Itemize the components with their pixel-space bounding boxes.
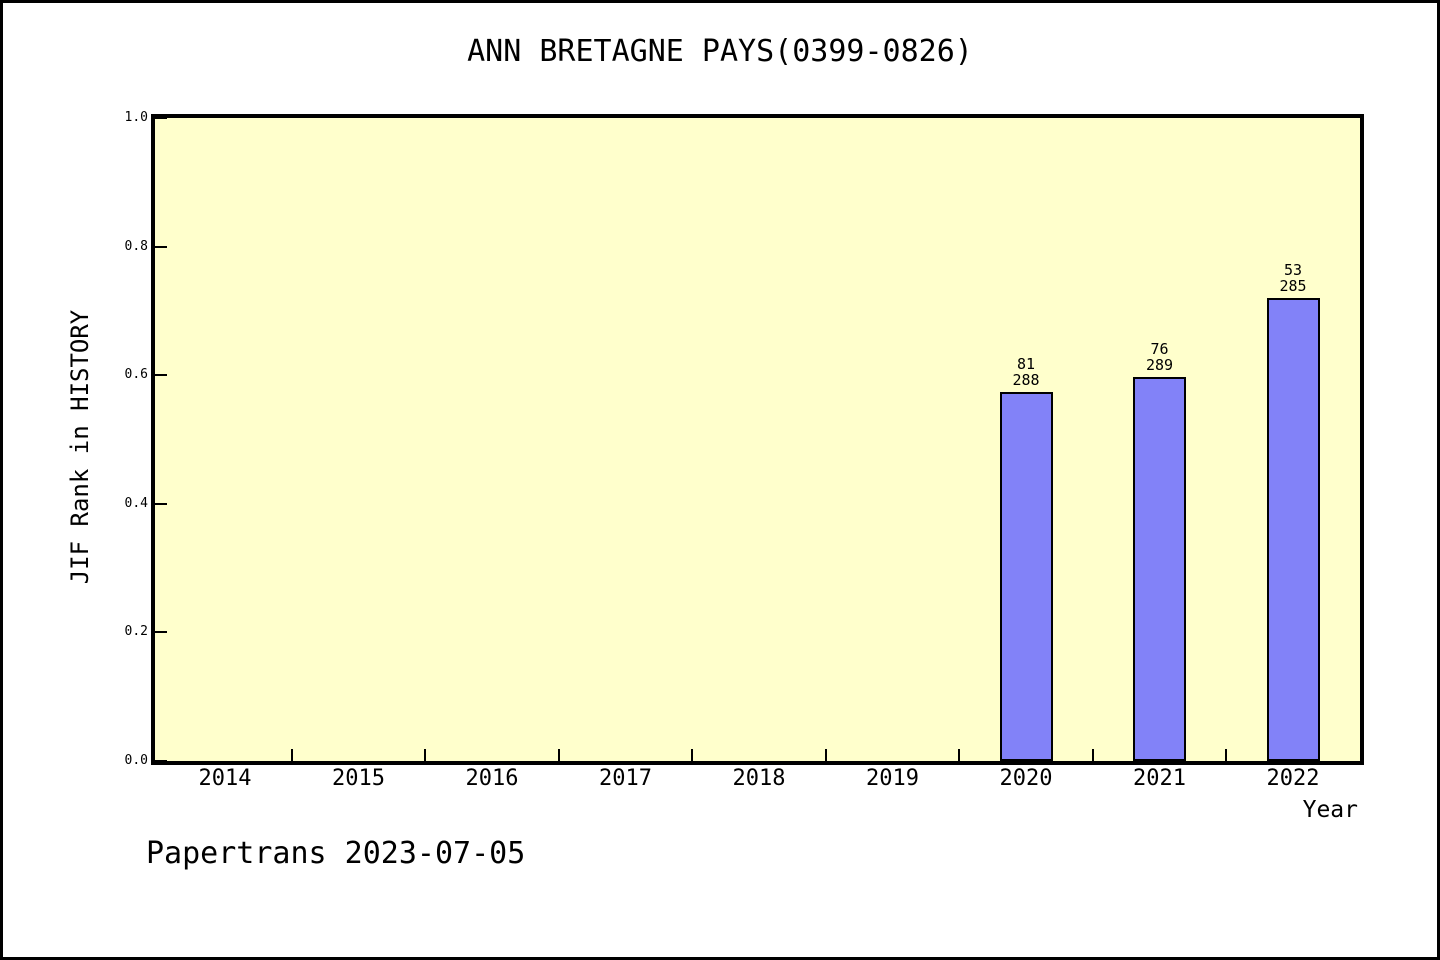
y-axis-label: JIF Rank in HISTORY: [66, 309, 94, 585]
x-axis-label: Year: [1302, 797, 1358, 823]
x-minor-tick-mark: [557, 749, 560, 761]
chart-title: ANN BRETAGNE PAYS(0399-0826): [467, 34, 973, 69]
y-tick-mark: [155, 760, 167, 762]
bar-2021: [1133, 377, 1186, 761]
y-tick-mark: [155, 374, 167, 377]
y-tick-mark: [155, 631, 167, 634]
x-tick-label-2014: 2014: [198, 766, 252, 791]
y-tick-mark: [155, 502, 167, 505]
x-minor-tick-mark: [1225, 749, 1228, 761]
bar-2022: [1266, 298, 1320, 761]
x-tick-label-2020: 2020: [999, 766, 1053, 791]
y-tick-label: 0.4: [124, 495, 148, 511]
y-tick-label: 0.6: [124, 367, 148, 383]
x-tick-label-2018: 2018: [732, 766, 786, 791]
y-tick-label: 0.2: [124, 624, 148, 640]
y-tick-label: 0.8: [124, 238, 148, 254]
x-tick-label-2015: 2015: [332, 766, 385, 791]
x-minor-tick-mark: [958, 749, 961, 761]
x-minor-tick-mark: [424, 749, 427, 761]
y-tick-label: 1.0: [124, 110, 148, 125]
bar-label-2020: 81 288: [1012, 354, 1040, 389]
x-tick-label-2022: 2022: [1266, 766, 1320, 791]
x-minor-tick-mark: [290, 749, 293, 761]
bar-label-2021: 76 289: [1145, 340, 1174, 375]
bar-label-2022: 53 285: [1279, 261, 1307, 296]
x-tick-label-2017: 2017: [599, 766, 652, 791]
bar-2020: [999, 391, 1053, 761]
x-tick-label-2019: 2019: [866, 766, 919, 791]
watermark-text: Papertrans 2023-07-05: [146, 836, 526, 871]
plot-area: 81 288 76 289 53 285: [151, 114, 1364, 765]
x-minor-tick-mark: [691, 749, 694, 761]
x-minor-tick-mark: [824, 749, 827, 761]
x-tick-label-2021: 2021: [1133, 766, 1186, 791]
x-tick-label-2016: 2016: [465, 766, 519, 791]
y-tick-mark: [155, 117, 167, 119]
x-minor-tick-mark: [1091, 749, 1094, 761]
y-tick-label: 0.0: [124, 753, 148, 768]
y-tick-mark: [155, 245, 167, 248]
